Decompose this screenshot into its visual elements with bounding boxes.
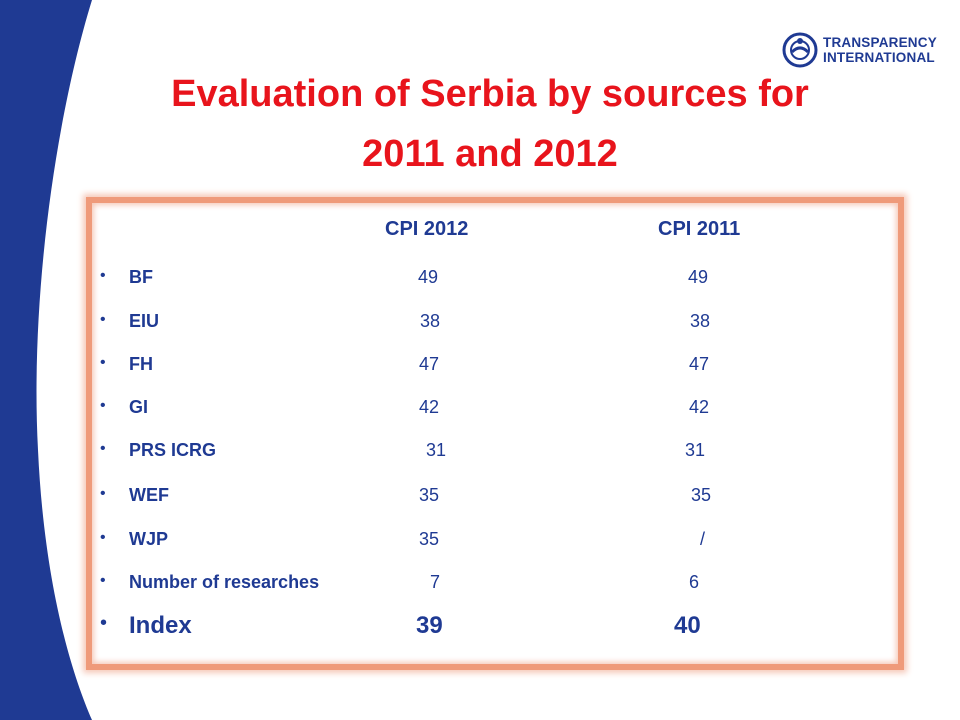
bullet: • <box>100 440 106 457</box>
logo-line-1: TRANSPARENCY <box>823 35 937 50</box>
title-line-2: 2011 and 2012 <box>362 133 618 175</box>
bullet: • <box>100 397 106 414</box>
globe-person-icon <box>782 32 818 68</box>
value-2012: 35 <box>419 485 440 505</box>
value-2011: 40 <box>674 612 701 639</box>
list-item-fh: • FH 47 47 <box>100 354 800 382</box>
list-item-prs-icrg: • PRS ICRG 31 31 <box>100 440 800 468</box>
list-item-eiu: • EIU 38 38 <box>100 311 800 339</box>
value-2012: 35 <box>419 529 440 549</box>
transparency-international-logo: TRANSPARENCY INTERNATIONAL <box>782 30 937 70</box>
value-2011: 42 <box>689 397 710 417</box>
row-label: BF <box>129 267 153 287</box>
value-2012: 42 <box>419 397 440 417</box>
bullet: • <box>100 311 106 328</box>
value-2011: 38 <box>690 311 711 331</box>
column-header-cpi-2012: CPI 2012 <box>385 218 469 240</box>
value-2011: / <box>700 529 706 549</box>
bullet: • <box>100 485 106 502</box>
list-item-gi: • GI 42 42 <box>100 397 800 425</box>
row-label: Number of researches <box>129 572 320 592</box>
logo-line-2: INTERNATIONAL <box>823 50 935 65</box>
title-line-1: Evaluation of Serbia by sources for <box>171 73 809 115</box>
row-label: GI <box>129 397 149 417</box>
row-label: FH <box>129 354 153 374</box>
value-2012: 47 <box>419 354 440 374</box>
value-2011: 49 <box>688 267 709 287</box>
bullet: • <box>100 529 106 546</box>
value-2012: 31 <box>426 440 447 460</box>
list-item-bf: • BF 49 49 <box>100 267 800 295</box>
slide-title: Evaluation of Serbia by sources for 2011… <box>80 64 900 184</box>
row-label: WJP <box>129 529 169 549</box>
row-label: PRS ICRG <box>129 440 217 460</box>
list-item-wjp: • WJP 35 / <box>100 529 800 557</box>
list-item-wef: • WEF 35 35 <box>100 485 800 513</box>
row-label: Index <box>129 612 192 639</box>
row-label: WEF <box>129 485 169 505</box>
value-2012: 49 <box>418 267 439 287</box>
value-2011: 35 <box>691 485 712 505</box>
value-2011: 47 <box>689 354 710 374</box>
value-2012: 7 <box>430 572 441 592</box>
value-2012: 39 <box>416 612 443 639</box>
list-item-number-of-researches: • Number of researches 7 6 <box>100 572 800 600</box>
bullet: • <box>100 572 106 589</box>
data-panel-frame <box>86 197 904 670</box>
column-header-cpi-2011: CPI 2011 <box>658 218 741 240</box>
bullet: • <box>100 354 106 371</box>
value-2011: 31 <box>685 440 706 460</box>
value-2012: 38 <box>420 311 441 331</box>
bullet: • <box>100 267 106 284</box>
row-label: EIU <box>129 311 160 331</box>
list-item-index: • Index 39 40 <box>100 612 800 640</box>
value-2011: 6 <box>689 572 700 592</box>
bullet: • <box>100 612 108 634</box>
